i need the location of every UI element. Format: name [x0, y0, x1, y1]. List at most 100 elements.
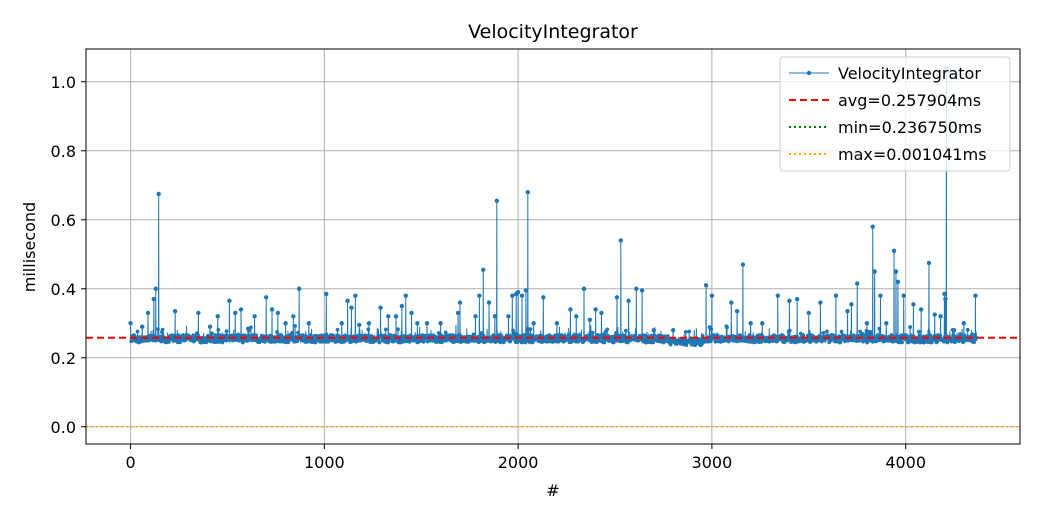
spike-point	[306, 321, 312, 326]
spike-point	[709, 293, 715, 298]
spike-point	[339, 321, 344, 326]
spike-point	[349, 305, 354, 310]
spike-point	[634, 286, 639, 291]
data-point	[945, 340, 950, 345]
spike-point	[891, 248, 897, 254]
data-point	[952, 340, 957, 345]
spike-point	[227, 298, 232, 304]
data-point	[687, 329, 692, 334]
data-point	[471, 332, 476, 337]
spike-point	[942, 291, 947, 297]
spike-point	[515, 290, 521, 295]
data-point	[527, 340, 532, 344]
spike-point	[151, 296, 157, 302]
data-point	[130, 338, 135, 343]
data-point	[839, 329, 844, 334]
data-point	[917, 333, 922, 338]
data-point	[296, 330, 300, 335]
spike-point	[366, 321, 372, 326]
spike-point	[541, 295, 546, 300]
x-tick-label: 1000	[304, 453, 345, 472]
data-point	[224, 338, 228, 343]
data-point	[208, 339, 213, 344]
spike-point	[740, 262, 746, 267]
x-tick-label: 0	[125, 453, 135, 472]
data-point	[529, 333, 534, 338]
data-point	[926, 340, 931, 345]
spike-point	[145, 310, 151, 316]
legend-label: VelocityIntegrator	[838, 64, 981, 83]
spike-point	[196, 310, 201, 316]
data-point	[683, 330, 688, 334]
data-point	[182, 338, 187, 343]
spike-point	[794, 296, 800, 302]
data-point	[160, 327, 165, 332]
legend-box	[779, 56, 1011, 172]
legend-label: avg=0.257904ms	[838, 91, 981, 110]
spike-point	[651, 327, 656, 333]
data-point	[254, 333, 259, 338]
data-point	[217, 340, 221, 344]
data-point	[286, 340, 291, 345]
data-point	[362, 333, 367, 338]
spike-point	[481, 267, 486, 272]
data-point	[622, 333, 627, 338]
spike-point	[207, 324, 213, 329]
spike-point	[593, 307, 598, 312]
data-point	[941, 339, 946, 344]
spike-point	[864, 321, 870, 326]
spike-point	[961, 321, 966, 326]
data-point	[505, 333, 510, 338]
data-point	[889, 333, 894, 337]
spike-point	[614, 295, 620, 300]
spike-point	[506, 314, 511, 319]
spike-point	[128, 321, 133, 326]
spike-point	[599, 310, 604, 316]
spike-point	[438, 321, 443, 326]
y-axis-label: millisecond	[20, 202, 39, 292]
data-point	[598, 339, 603, 343]
data-point	[479, 337, 484, 342]
data-point	[293, 323, 297, 328]
data-point	[709, 327, 714, 331]
spike-point	[519, 293, 525, 298]
data-point	[396, 327, 400, 332]
spike-point	[729, 300, 734, 305]
spike-point	[283, 321, 288, 326]
spike-point	[477, 293, 482, 298]
data-point	[801, 333, 806, 338]
data-point	[308, 333, 313, 337]
spike-point	[455, 310, 461, 316]
data-point	[652, 333, 657, 338]
reference-lines	[86, 336, 1020, 428]
data-point	[875, 333, 880, 338]
spike-point	[531, 321, 536, 326]
spike-point	[291, 314, 296, 319]
data-point	[569, 340, 574, 345]
spike-point	[581, 286, 587, 291]
data-point	[610, 334, 614, 339]
data-point	[290, 331, 295, 335]
data-point	[605, 327, 610, 332]
data-point	[383, 327, 388, 332]
x-tick-label: 2000	[498, 453, 539, 472]
spike-point	[787, 298, 792, 304]
spike-point	[275, 310, 281, 316]
spike-point	[252, 314, 257, 319]
data-point	[590, 330, 595, 335]
data-point	[904, 333, 909, 338]
data-point	[251, 333, 256, 337]
spike-point	[486, 300, 492, 305]
spike-point	[172, 308, 178, 314]
data-point	[455, 339, 460, 344]
spike-point	[951, 327, 957, 333]
data-point	[135, 329, 140, 334]
data-point	[908, 325, 913, 329]
data-point	[350, 339, 354, 344]
data-point	[700, 333, 705, 338]
data-point	[623, 328, 628, 333]
spike-point	[893, 269, 899, 274]
data-point	[637, 333, 642, 338]
data-point	[443, 330, 448, 335]
spike-point	[403, 293, 408, 298]
